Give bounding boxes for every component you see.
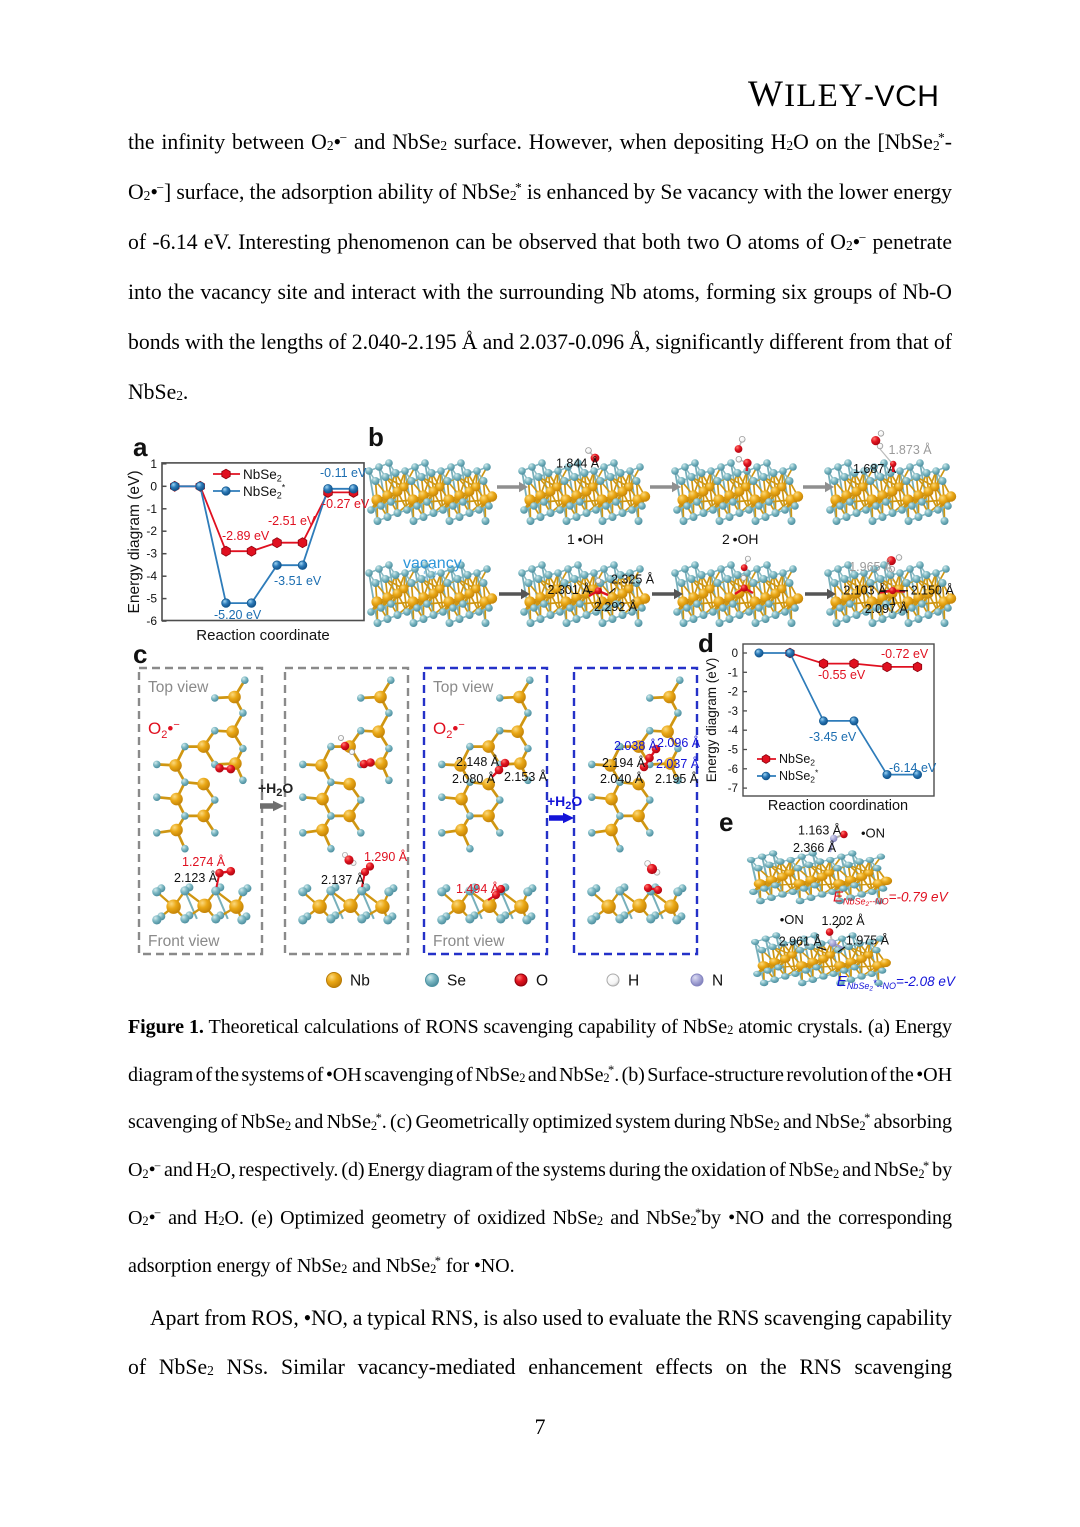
- svg-text:2.096 Å: 2.096 Å: [657, 735, 701, 750]
- svg-text:2.148 Å: 2.148 Å: [456, 754, 500, 769]
- svg-text:2.194 Å: 2.194 Å: [602, 755, 646, 770]
- svg-text:+H2O: +H2O: [258, 780, 293, 799]
- svg-text:ENbSe2*--NO=-2.08 eV: ENbSe2*--NO=-2.08 eV: [837, 973, 957, 993]
- svg-text:2.080 Å: 2.080 Å: [452, 771, 496, 786]
- svg-text:Energy diagram (eV): Energy diagram (eV): [704, 658, 719, 783]
- svg-text:1.494 Å: 1.494 Å: [456, 881, 500, 896]
- svg-text:1.290 Å: 1.290 Å: [364, 849, 408, 864]
- svg-text:1.975 Å: 1.975 Å: [846, 932, 890, 947]
- svg-text:1.687 Å: 1.687 Å: [853, 461, 897, 476]
- svg-text:NbSe2: NbSe2: [243, 467, 282, 484]
- svg-text:Top view: Top view: [148, 679, 209, 696]
- svg-text:2 •OH: 2 •OH: [722, 531, 759, 547]
- svg-text:-3.51 eV: -3.51 eV: [274, 574, 322, 588]
- svg-text:Nb: Nb: [350, 973, 370, 990]
- svg-text:1.163 Å: 1.163 Å: [798, 823, 842, 838]
- svg-text:-7: -7: [728, 783, 738, 795]
- svg-text:2.961 Å: 2.961 Å: [779, 933, 823, 948]
- svg-text:-2.89 eV: -2.89 eV: [222, 529, 270, 543]
- svg-text:-2: -2: [728, 687, 738, 699]
- svg-text:-5.20 eV: -5.20 eV: [214, 608, 262, 622]
- svg-text:O2•−: O2•−: [148, 719, 180, 741]
- svg-text:-1: -1: [146, 502, 157, 516]
- svg-text:e: e: [719, 807, 733, 837]
- svg-text:c: c: [133, 639, 147, 669]
- svg-text:-1: -1: [728, 667, 738, 679]
- svg-text:-0.11 eV: -0.11 eV: [320, 466, 367, 480]
- svg-text:NbSe2: NbSe2: [779, 752, 815, 768]
- svg-text:Energy diagram (eV): Energy diagram (eV): [126, 470, 143, 613]
- svg-text:d: d: [698, 628, 714, 658]
- svg-text:Reaction coordinate: Reaction coordinate: [196, 627, 329, 644]
- svg-text:O: O: [536, 973, 548, 990]
- svg-text:-2.51 eV: -2.51 eV: [268, 514, 316, 528]
- svg-text:NbSe2*: NbSe2*: [243, 483, 286, 501]
- svg-text:Se: Se: [447, 973, 466, 990]
- svg-text:2.301 Å: 2.301 Å: [548, 582, 592, 597]
- svg-text:O2•−: O2•−: [433, 719, 465, 741]
- svg-text:-4: -4: [146, 569, 157, 583]
- svg-text:•ON: •ON: [861, 826, 885, 841]
- svg-text:1.844 Å: 1.844 Å: [556, 456, 600, 471]
- svg-text:2.195 Å: 2.195 Å: [655, 771, 699, 786]
- svg-text:-3.45 eV: -3.45 eV: [809, 730, 857, 744]
- svg-text:•ON: •ON: [780, 912, 804, 927]
- svg-text:2.292 Å: 2.292 Å: [594, 599, 638, 614]
- svg-text:2.123 Å: 2.123 Å: [174, 870, 218, 885]
- svg-text:+H2O: +H2O: [547, 793, 582, 812]
- svg-text:2.137 Å: 2.137 Å: [321, 872, 365, 887]
- svg-text:2.103 Å: 2.103 Å: [843, 582, 887, 597]
- svg-text:-3: -3: [728, 706, 738, 718]
- svg-text:2.040 Å: 2.040 Å: [600, 771, 644, 786]
- svg-text:0: 0: [732, 648, 738, 660]
- svg-text:1.965 Å: 1.965 Å: [849, 559, 893, 574]
- svg-text:-5: -5: [146, 592, 157, 606]
- svg-text:2.366 Å: 2.366 Å: [793, 840, 837, 855]
- svg-text:NbSe2*: NbSe2*: [779, 768, 819, 785]
- svg-text:-5: -5: [728, 745, 738, 757]
- svg-text:N: N: [712, 973, 723, 990]
- svg-text:1.274 Å: 1.274 Å: [182, 854, 226, 869]
- svg-text:2.097 Å: 2.097 Å: [865, 601, 909, 616]
- svg-text:1 •OH: 1 •OH: [567, 531, 604, 547]
- svg-text:Reaction coordination: Reaction coordination: [768, 798, 908, 814]
- svg-text:1.873 Å: 1.873 Å: [889, 442, 933, 457]
- svg-text:2.038 Å: 2.038 Å: [614, 738, 658, 753]
- svg-text:Top view: Top view: [433, 679, 494, 696]
- svg-text:-3: -3: [146, 547, 157, 561]
- svg-text:-0.72 eV: -0.72 eV: [881, 647, 929, 661]
- svg-text:2.037 Å: 2.037 Å: [656, 756, 700, 771]
- svg-text:1.202 Å: 1.202 Å: [822, 913, 866, 928]
- svg-text:2.150 Å: 2.150 Å: [911, 582, 955, 597]
- svg-text:b: b: [368, 425, 384, 452]
- svg-text:H: H: [628, 973, 639, 990]
- svg-text:-0.27 eV: -0.27 eV: [322, 497, 370, 511]
- svg-text:-2: -2: [146, 524, 157, 538]
- svg-text:Front view: Front view: [433, 933, 505, 950]
- svg-text:-0.55 eV: -0.55 eV: [818, 668, 866, 682]
- svg-text:0: 0: [150, 479, 157, 493]
- svg-text:1: 1: [150, 457, 157, 471]
- svg-text:Front view: Front view: [148, 933, 220, 950]
- svg-text:2.325 Å: 2.325 Å: [611, 572, 655, 587]
- svg-text:-6: -6: [728, 764, 738, 776]
- svg-text:2.153 Å: 2.153 Å: [504, 769, 548, 784]
- svg-text:vacancy: vacancy: [403, 555, 462, 572]
- svg-text:-6.14 eV: -6.14 eV: [889, 761, 937, 775]
- svg-text:a: a: [133, 432, 148, 462]
- svg-text:-4: -4: [728, 725, 739, 737]
- svg-text:-6: -6: [146, 614, 157, 628]
